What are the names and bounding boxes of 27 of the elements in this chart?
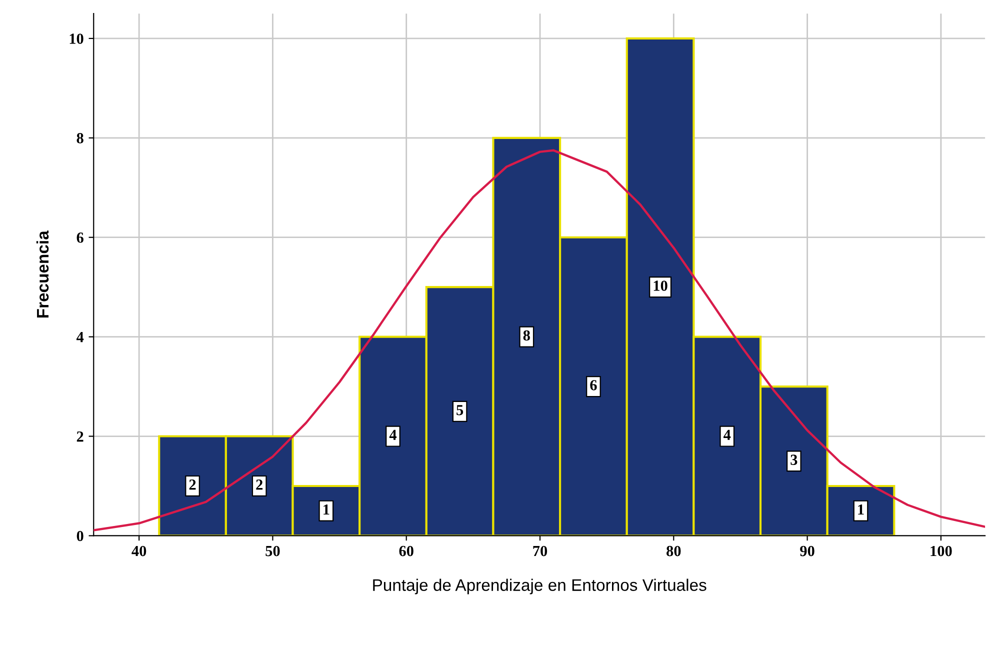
line-series <box>94 149 986 532</box>
x-tick-label: 40 <box>132 546 146 556</box>
data-label: 10 <box>654 280 668 291</box>
x-tick-label: 100 <box>930 546 952 556</box>
data-label: 4 <box>389 430 397 440</box>
x-tick-label: 80 <box>666 546 681 556</box>
x-tick-label: 50 <box>266 546 280 556</box>
data-label: 8 <box>523 330 530 341</box>
data-label: 4 <box>723 430 731 440</box>
x-axis-title: Puntaje de Aprendizaje en Entornos Virtuales <box>373 578 706 594</box>
data-label: 2 <box>189 480 196 490</box>
data-label: 3 <box>790 454 798 465</box>
x-tick-label: 60 <box>399 546 414 556</box>
data-label: 5 <box>456 405 464 416</box>
y-axis-title: Frecuencia <box>36 230 49 318</box>
y-tick-label: 6 <box>76 232 84 243</box>
x-tick-label: 90 <box>800 546 814 556</box>
x-tick-label: 70 <box>533 546 548 556</box>
y-tick-label: 2 <box>76 431 84 442</box>
data-label: 6 <box>590 380 597 390</box>
y-tick-label: 4 <box>76 332 84 342</box>
data-label: 2 <box>256 480 263 490</box>
data-label: 1 <box>858 504 864 515</box>
data-label: 1 <box>324 504 330 515</box>
y-tick-label: 10 <box>70 34 84 44</box>
y-tick-label: 8 <box>76 133 84 144</box>
y-tick-label: 0 <box>76 530 84 542</box>
